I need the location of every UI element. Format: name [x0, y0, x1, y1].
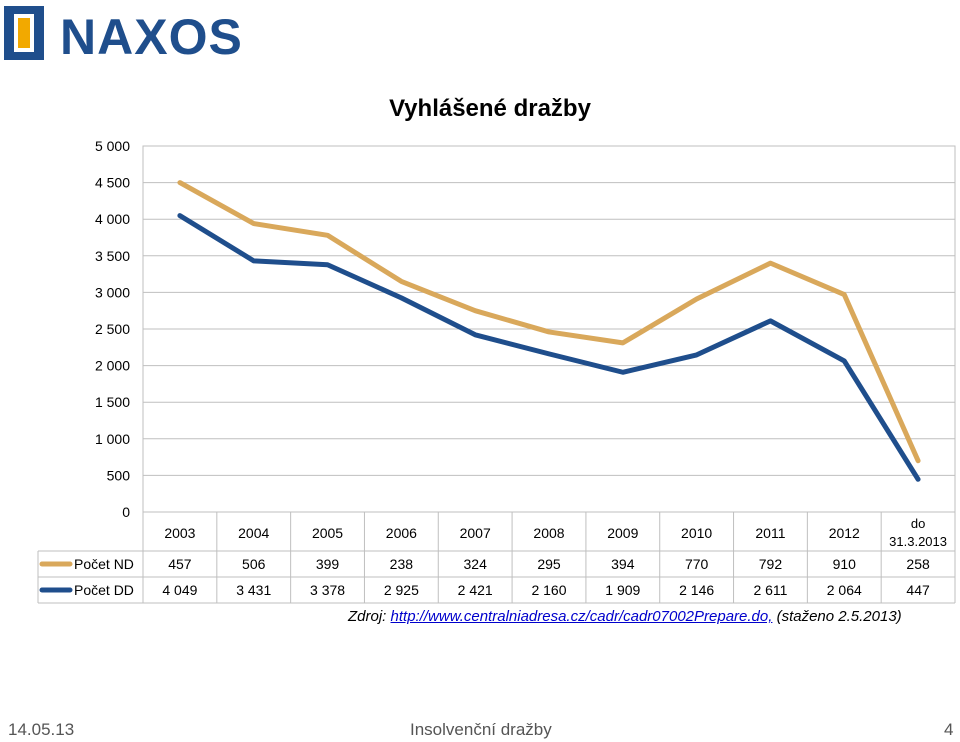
data-label: 2 925: [384, 582, 419, 598]
y-tick-label: 5 000: [95, 138, 130, 154]
data-label: 3 431: [236, 582, 271, 598]
data-label: 258: [906, 556, 930, 572]
data-label: 324: [464, 556, 488, 572]
data-label: 506: [242, 556, 266, 572]
source-suffix: (staženo 2.5.2013): [772, 608, 902, 625]
y-tick-label: 1 500: [95, 394, 130, 410]
series-lines: [177, 180, 921, 482]
y-axis: 0 500 1 000 1 500 2 000 2 500 3 000 3 500 4 000 4…: [95, 138, 130, 520]
x-tick-label: 2012: [829, 525, 860, 541]
data-label: 394: [611, 556, 635, 572]
series-line-2: [177, 213, 921, 482]
y-tick-label: 0: [122, 504, 130, 520]
y-tick-label: 3 500: [95, 248, 130, 264]
x-tick-label: 2005: [312, 525, 343, 541]
x-tick-label: 2004: [238, 525, 269, 541]
data-label: 3 378: [310, 582, 345, 598]
y-tick-label: 2 000: [95, 358, 130, 374]
data-label: 792: [759, 556, 783, 572]
y-tick-label: 500: [107, 467, 131, 483]
x-tick-label: 31.3.2013: [889, 534, 947, 549]
data-label: 910: [833, 556, 857, 572]
data-label: 770: [685, 556, 709, 572]
data-label: 1 909: [605, 582, 640, 598]
data-label: 457: [168, 556, 192, 572]
gridlines: [142, 145, 956, 513]
x-tick-label: 2007: [460, 525, 491, 541]
chart-title: Vyhlášené dražby: [389, 95, 591, 122]
data-table: 2003 2004 2005 2006 2007 2008 2009 2010 2011 2012…: [37, 512, 956, 604]
data-label: 2 421: [458, 582, 493, 598]
y-tick-label: 4 500: [95, 175, 130, 191]
y-tick-label: 4 000: [95, 211, 130, 227]
footer-title: Insolvenční dražby: [410, 720, 552, 739]
data-label: 399: [316, 556, 340, 572]
data-label: 2 160: [531, 582, 566, 598]
data-label: 295: [537, 556, 561, 572]
data-label: 2 146: [679, 582, 714, 598]
source-note: Zdroj: http://www.centralniadresa.cz/cad…: [348, 608, 902, 625]
x-tick-label: do: [911, 516, 925, 531]
data-label: 238: [390, 556, 414, 572]
logo-text: NAXOS: [60, 9, 243, 65]
naxos-logo: NAXOS: [4, 6, 243, 65]
x-tick-label: 2003: [164, 525, 195, 541]
legend-label: Počet ND: [74, 556, 134, 572]
x-tick-label: 2011: [755, 525, 785, 541]
source-link[interactable]: http://www.centralniadresa.cz/cadr/cadr0…: [390, 608, 773, 625]
footer-date: 14.05.13: [8, 720, 75, 739]
data-label: 4 049: [162, 582, 197, 598]
y-tick-label: 3 000: [95, 284, 130, 300]
data-label: 2 611: [753, 582, 787, 598]
y-tick-label: 1 000: [95, 431, 130, 447]
data-label: 447: [906, 582, 930, 598]
x-tick-label: 2008: [533, 525, 564, 541]
x-tick-label: 2009: [607, 525, 638, 541]
source-prefix: Zdroj:: [348, 608, 391, 625]
legend-label: Počet DD: [74, 582, 134, 598]
page-number: 4: [944, 720, 954, 739]
series-line-1: [177, 180, 921, 464]
data-label: 2 064: [827, 582, 862, 598]
x-tick-label: 2006: [386, 525, 417, 541]
x-tick-label: 2010: [681, 525, 712, 541]
y-tick-label: 2 500: [95, 321, 130, 337]
